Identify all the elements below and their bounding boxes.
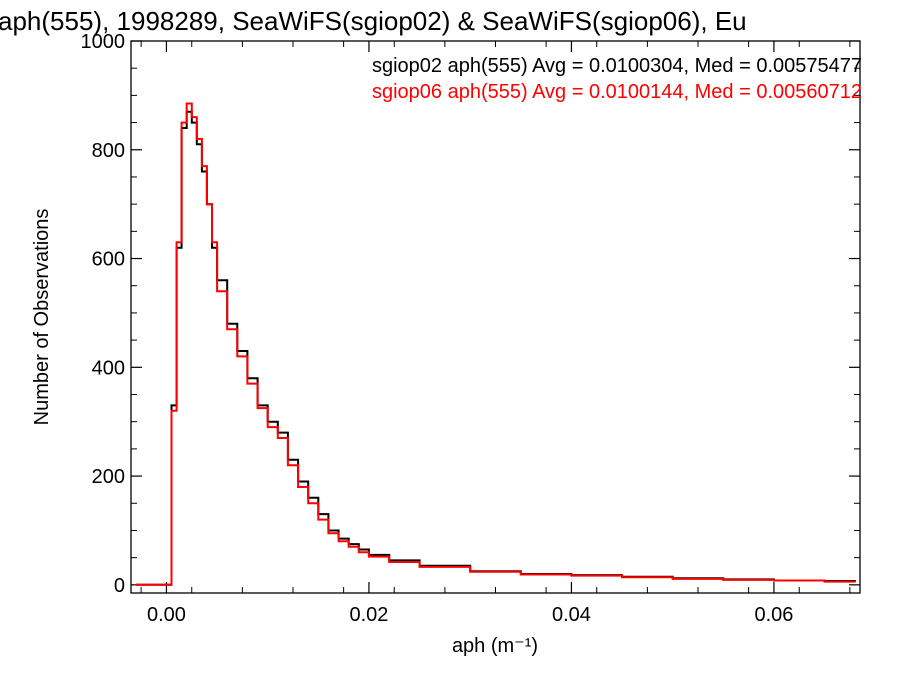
series-layer bbox=[136, 102, 856, 586]
y-tick-label: 600 bbox=[92, 249, 125, 271]
x-tick-label: 0.02 bbox=[349, 604, 388, 626]
legend-entry-1: sgiop02 aph(555) Avg = 0.0100304, Med = … bbox=[372, 55, 862, 77]
legend-entry-2: sgiop06 aph(555) Avg = 0.0100144, Med = … bbox=[372, 81, 862, 103]
series-line-2 bbox=[136, 102, 856, 586]
y-tick-label: 0 bbox=[114, 575, 125, 597]
y-tick-label: 1000 bbox=[81, 31, 126, 53]
x-tick-label: 0.00 bbox=[147, 604, 186, 626]
axis-ticks: 0.00 0.02 0.04 0.06 0 200 400 600 800 1000 bbox=[81, 31, 860, 626]
x-tick-label: 0.04 bbox=[552, 604, 591, 626]
series-line-1 bbox=[136, 110, 856, 586]
y-tick-label: 800 bbox=[92, 140, 125, 162]
x-tick-label: 0.06 bbox=[754, 604, 793, 626]
chart-title: aph(555), 1998289, SeaWiFS(sgiop02) & Se… bbox=[0, 6, 747, 36]
x-axis-label: aph (m⁻¹) bbox=[452, 635, 538, 657]
y-tick-label: 400 bbox=[92, 357, 125, 379]
y-axis-label: Number of Observations bbox=[31, 209, 53, 426]
y-tick-label: 200 bbox=[92, 466, 125, 488]
plot-frame bbox=[130, 40, 861, 594]
